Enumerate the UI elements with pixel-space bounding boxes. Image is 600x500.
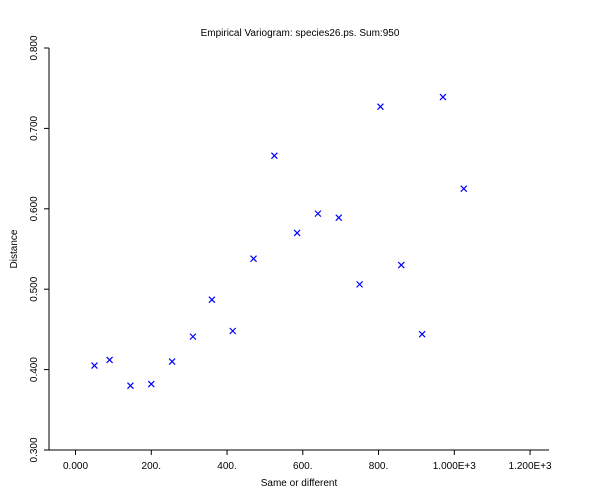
data-point <box>314 210 322 218</box>
data-point <box>189 333 197 341</box>
y-tick-label: 0.300 <box>29 437 40 462</box>
data-point <box>335 214 343 222</box>
data-point <box>147 380 155 388</box>
x-ticks: 0.000 200. 400. 600. 800. 1.000E+3 1.200E+3 <box>63 450 552 472</box>
data-point <box>356 280 364 288</box>
chart-title: Empirical Variogram: species26.ps. Sum:9… <box>201 28 400 39</box>
x-tick-label: 400. <box>217 461 236 472</box>
x-axis-label: Same or different <box>261 478 338 489</box>
data-point <box>270 152 278 160</box>
data-point <box>418 330 426 338</box>
y-tick-label: 0.700 <box>29 115 40 140</box>
data-point <box>91 362 98 370</box>
y-tick-label: 0.600 <box>29 196 40 221</box>
y-tick-label: 0.800 <box>29 35 40 60</box>
x-tick-label: 200. <box>142 461 161 472</box>
data-point <box>397 261 405 269</box>
x-tick-label: 1.000E+3 <box>433 461 477 472</box>
data-point <box>460 185 468 193</box>
axes <box>48 48 549 451</box>
x-tick-label: 600. <box>293 461 312 472</box>
data-point <box>208 296 216 304</box>
y-tick-label: 0.500 <box>29 276 40 301</box>
y-axis-label: Distance <box>9 229 20 268</box>
y-ticks: 0.300 0.400 0.500 0.600 0.700 0.800 <box>29 35 49 463</box>
data-point <box>168 358 176 365</box>
data-point <box>439 93 447 101</box>
y-tick-label: 0.400 <box>29 357 40 382</box>
data-point <box>377 103 384 111</box>
data-point <box>293 229 301 237</box>
data-point <box>127 382 134 390</box>
x-tick-label: 1.200E+3 <box>509 461 553 472</box>
data-point <box>229 327 237 335</box>
data-point <box>250 255 257 263</box>
data-points <box>91 93 468 390</box>
x-tick-label: 0.000 <box>63 461 88 472</box>
x-tick-label: 800. <box>369 461 388 472</box>
data-point <box>106 356 114 364</box>
